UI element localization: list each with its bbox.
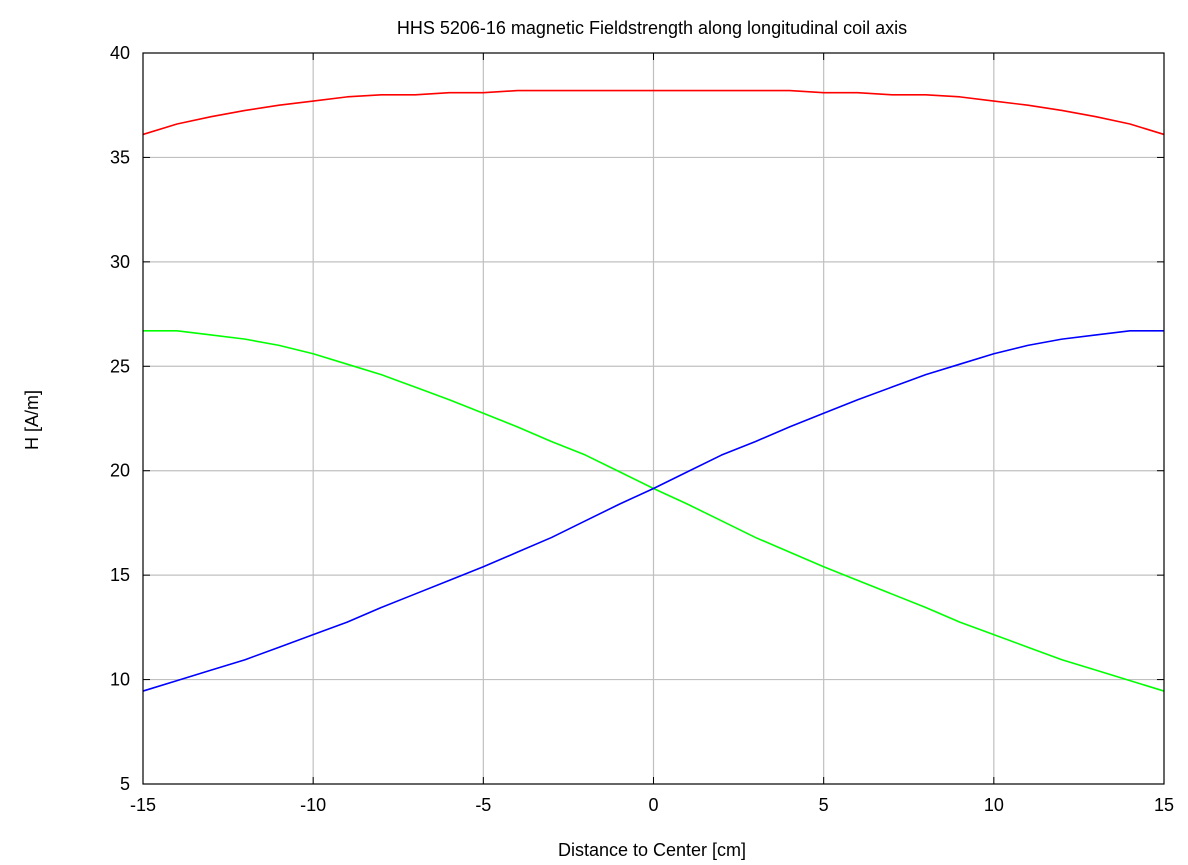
x-tick-label: -10 bbox=[300, 795, 326, 815]
y-tick-label: 20 bbox=[110, 461, 130, 481]
x-tick-label: 15 bbox=[1154, 795, 1174, 815]
series-line-1 bbox=[142, 89, 1165, 136]
gridlines bbox=[143, 53, 1164, 784]
y-axis-tick-labels: 5 10 15 20 25 30 35 40 bbox=[110, 43, 130, 794]
y-tick-label: 30 bbox=[110, 252, 130, 272]
x-axis-label: Distance to Center [cm] bbox=[558, 840, 746, 860]
x-tick-label: 10 bbox=[984, 795, 1004, 815]
y-tick-label: 5 bbox=[120, 774, 130, 794]
x-tick-label: 0 bbox=[648, 795, 658, 815]
series-lines bbox=[142, 89, 1165, 692]
x-tick-label: -5 bbox=[475, 795, 491, 815]
x-tick-label: -15 bbox=[130, 795, 156, 815]
y-tick-label: 40 bbox=[110, 43, 130, 63]
y-tick-label: 10 bbox=[110, 670, 130, 690]
y-axis-label: H [A/m] bbox=[22, 390, 42, 450]
x-axis-tick-labels: -15 -10 -5 0 5 10 15 bbox=[130, 795, 1174, 815]
y-tick-label: 15 bbox=[110, 565, 130, 585]
axis-ticks bbox=[142, 52, 1165, 785]
chart-title: HHS 5206-16 magnetic Fieldstrength along… bbox=[397, 18, 907, 38]
y-tick-label: 25 bbox=[110, 356, 130, 376]
y-tick-label: 35 bbox=[110, 147, 130, 167]
x-tick-label: 5 bbox=[819, 795, 829, 815]
series-line-3 bbox=[142, 329, 1164, 692]
